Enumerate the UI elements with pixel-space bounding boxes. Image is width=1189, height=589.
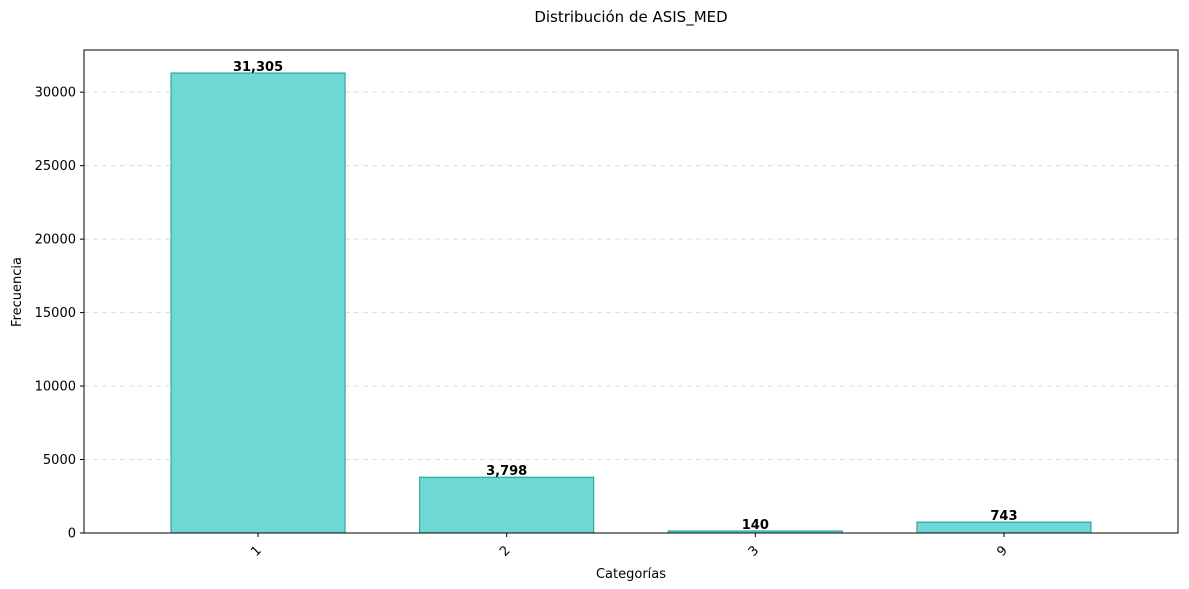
x-tick-label: 1 — [248, 543, 264, 559]
y-tick-label: 10000 — [35, 380, 76, 395]
y-tick-label: 0 — [68, 527, 76, 542]
x-tick-label: 9 — [994, 543, 1010, 559]
bar-value-labels: 31,305 3,798 140 743 — [233, 60, 1018, 533]
x-axis-label: Categorías — [596, 567, 666, 582]
y-tick-label: 20000 — [35, 233, 76, 248]
y-tick-label: 30000 — [35, 86, 76, 101]
y-tick-label: 5000 — [43, 453, 76, 468]
x-tick-label: 3 — [746, 543, 762, 559]
y-axis: 0 5000 10000 15000 20000 25000 30000 — [35, 86, 84, 542]
y-tick-label: 15000 — [35, 306, 76, 321]
bar — [419, 476, 595, 534]
bar-value-label: 3,798 — [486, 464, 527, 479]
bar-value-label: 31,305 — [233, 60, 283, 75]
x-axis: 1 2 3 9 — [248, 533, 1011, 560]
bar-value-label: 743 — [990, 509, 1017, 524]
y-axis-label: Frecuencia — [10, 257, 25, 327]
y-tick-label: 25000 — [35, 159, 76, 174]
chart-title: Distribución de ASIS_MED — [534, 8, 727, 27]
bars — [170, 72, 1092, 534]
plot-area-frame — [83, 49, 1179, 534]
x-tick-label: 2 — [497, 543, 513, 559]
bar-value-label: 140 — [742, 518, 769, 533]
bar — [170, 72, 346, 534]
